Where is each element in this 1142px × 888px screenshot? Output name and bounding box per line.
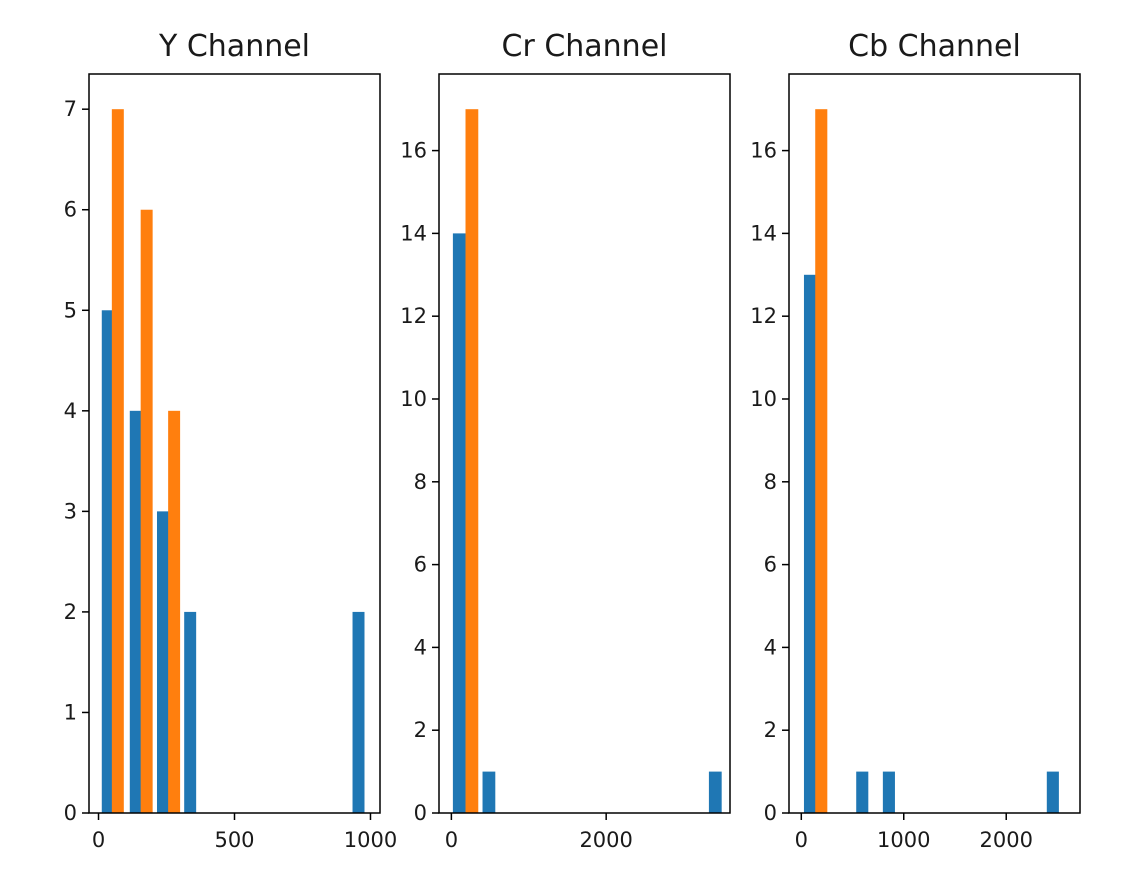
cb-channel-y-tick-label: 4 [764,635,777,659]
cr-channel-title: Cr Channel [502,29,668,64]
cr-channel-y-tick-label: 12 [400,304,427,328]
y-channel-y-tick-label: 2 [64,600,77,624]
y-channel-bar [352,611,365,813]
cb-channel-bar [856,771,869,813]
cr-channel-bar [708,771,722,813]
cr-channel-y-tick-label: 14 [400,221,427,245]
cr-channel-y-tick-label: 0 [414,801,427,825]
cb-channel-y-tick-label: 10 [750,387,777,411]
cb-channel-y-tick-label: 16 [750,139,777,163]
cr-channel-x-tick-label: 2000 [579,828,632,852]
cr-channel-axes-frame [438,73,731,814]
cb-channel-title: Cb Channel [848,29,1021,64]
y-channel-bar [129,410,142,813]
cb-channel-bar [882,771,895,813]
cb-channel-y-tick-label: 12 [750,304,777,328]
y-channel-bar [156,511,169,813]
cb-channel-y-tick-label: 8 [764,470,777,494]
y-channel-x-tick-label: 1000 [344,828,397,852]
cr-channel-x-tick-label: 0 [445,828,458,852]
y-channel-bar [101,310,114,813]
cb-channel-y-tick-label: 2 [764,718,777,742]
cr-channel-panel: Cr Channel 0 2 4 6 8 10 12 14 16 0 2000 [400,29,731,852]
cr-channel-y-tick-label: 10 [400,387,427,411]
y-channel-panel: Y Channel 0 1 2 3 4 5 6 7 0 500 1000 [64,29,398,852]
y-channel-bar [140,209,153,814]
cb-channel-panel: Cb Channel 0 2 4 6 8 10 12 14 16 0 1000 2000 [750,29,1081,852]
cb-channel-x-tick-label: 0 [795,828,808,852]
cr-channel-y-tick-label: 6 [414,553,427,577]
y-channel-y-tick-label: 5 [64,298,77,322]
cr-channel-y-tick-label: 4 [414,635,427,659]
cb-channel-x-tick-label: 2000 [980,828,1033,852]
cr-channel-y-tick-label: 8 [414,470,427,494]
y-channel-title: Y Channel [158,29,310,64]
y-channel-y-tick-label: 4 [64,399,77,423]
y-channel-x-tick-label: 500 [214,828,254,852]
cb-channel-x-tick-label: 1000 [877,828,930,852]
cb-channel-bar [1046,771,1059,813]
cr-channel-y-tick-label: 2 [414,718,427,742]
y-channel-y-tick-label: 1 [64,700,77,724]
cb-channel-y-tick-label: 0 [764,801,777,825]
cb-channel-bar [815,109,828,813]
y-channel-bar [111,109,124,813]
cr-channel-bar [465,109,479,813]
y-channel-y-tick-label: 3 [64,499,77,523]
cr-channel-y-tick-label: 16 [400,139,427,163]
y-channel-x-tick-label: 0 [92,828,105,852]
cr-channel-bar [482,771,496,813]
cb-channel-y-tick-label: 14 [750,221,777,245]
y-channel-y-tick-label: 0 [64,801,77,825]
y-channel-y-tick-label: 6 [64,198,77,222]
y-channel-bar [168,410,181,813]
y-channel-y-tick-label: 7 [64,97,77,121]
cb-channel-y-tick-label: 6 [764,553,777,577]
cr-channel-bar [452,233,466,813]
cb-channel-axes-frame [788,73,1081,814]
y-channel-bar [184,611,197,813]
cb-channel-bar [803,274,817,813]
